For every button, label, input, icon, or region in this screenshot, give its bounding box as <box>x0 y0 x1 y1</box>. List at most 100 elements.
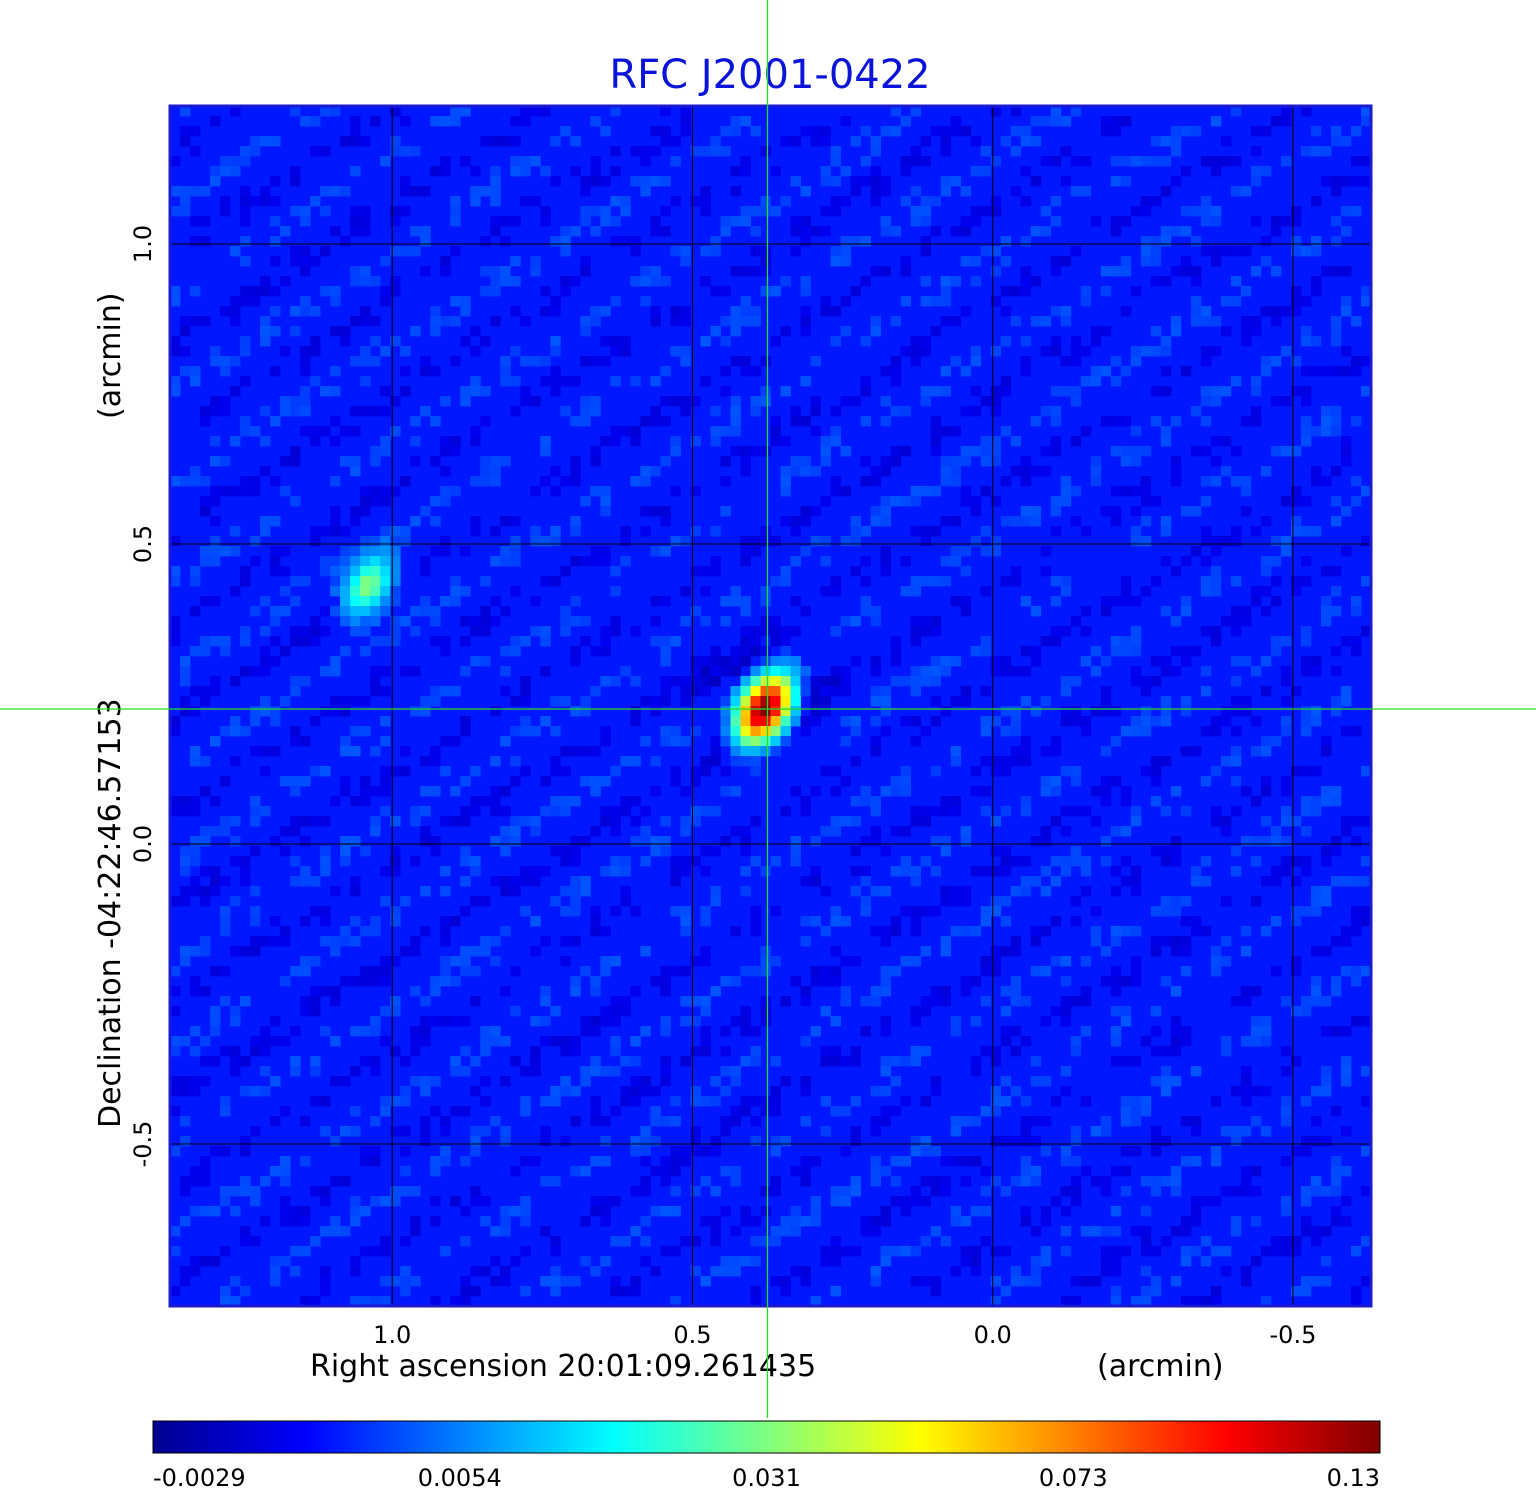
heatmap-pixel <box>500 136 511 147</box>
heatmap-pixel <box>380 666 391 677</box>
heatmap-pixel <box>1070 486 1082 497</box>
heatmap-pixel <box>800 1076 811 1087</box>
heatmap-pixel <box>1020 746 1032 757</box>
heatmap-pixel <box>1070 916 1082 927</box>
heatmap-pixel <box>1310 716 1322 727</box>
heatmap-pixel <box>970 166 982 177</box>
heatmap-pixel <box>220 486 231 497</box>
heatmap-pixel <box>1050 436 1062 447</box>
heatmap-pixel <box>370 1066 381 1077</box>
heatmap-pixel <box>1300 556 1312 567</box>
heatmap-pixel <box>590 306 601 317</box>
heatmap-pixel <box>470 966 481 977</box>
heatmap-pixel <box>710 136 721 147</box>
heatmap-pixel <box>710 756 721 767</box>
heatmap-pixel <box>1360 1236 1372 1247</box>
heatmap-pixel <box>680 536 691 547</box>
heatmap-pixel <box>380 546 391 557</box>
heatmap-pixel <box>600 216 611 227</box>
heatmap-pixel <box>600 356 611 367</box>
heatmap-pixel <box>610 1046 621 1057</box>
heatmap-pixel <box>1290 516 1302 527</box>
heatmap-pixel <box>1160 136 1172 147</box>
heatmap-pixel <box>880 1116 891 1127</box>
heatmap-pixel <box>1340 926 1352 937</box>
heatmap-pixel <box>980 446 992 457</box>
heatmap-pixel <box>200 316 211 327</box>
heatmap-pixel <box>510 136 521 147</box>
heatmap-pixel <box>700 1176 711 1187</box>
heatmap-pixel <box>170 536 181 547</box>
heatmap-pixel <box>520 1156 531 1167</box>
heatmap-pixel <box>790 1216 801 1227</box>
heatmap-pixel <box>440 166 451 177</box>
heatmap-pixel <box>510 826 521 837</box>
heatmap-pixel <box>220 776 231 787</box>
heatmap-pixel <box>1230 776 1242 787</box>
heatmap-pixel <box>630 426 641 437</box>
heatmap-pixel <box>1110 936 1122 947</box>
heatmap-pixel <box>390 856 401 867</box>
heatmap-pixel <box>180 1136 191 1147</box>
heatmap-pixel <box>1100 796 1112 807</box>
heatmap-pixel <box>960 256 972 267</box>
heatmap-pixel <box>1030 926 1042 937</box>
heatmap-pixel <box>1190 1066 1202 1077</box>
heatmap-pixel <box>730 666 741 677</box>
heatmap-pixel <box>290 1206 301 1217</box>
heatmap-pixel <box>1030 516 1042 527</box>
heatmap-pixel <box>1140 446 1152 457</box>
heatmap-pixel <box>1190 926 1202 937</box>
heatmap-pixel <box>850 1046 861 1057</box>
heatmap-pixel <box>600 626 611 637</box>
heatmap-pixel <box>270 216 281 227</box>
heatmap-pixel <box>310 346 321 357</box>
heatmap-pixel <box>1060 826 1072 837</box>
heatmap-pixel <box>180 346 191 357</box>
heatmap-pixel <box>790 406 801 417</box>
heatmap-pixel <box>340 976 351 987</box>
heatmap-pixel <box>350 726 361 737</box>
heatmap-pixel <box>830 1256 841 1267</box>
heatmap-pixel <box>220 1196 231 1207</box>
heatmap-pixel <box>1150 796 1162 807</box>
heatmap-pixel <box>470 1286 481 1297</box>
heatmap-pixel <box>810 716 821 727</box>
heatmap-pixel <box>550 766 561 777</box>
heatmap-pixel <box>760 286 771 297</box>
heatmap-pixel <box>330 606 341 617</box>
heatmap-pixel <box>1170 476 1182 487</box>
heatmap-pixel <box>170 156 181 167</box>
heatmap-pixel <box>1090 1176 1102 1187</box>
heatmap-pixel <box>830 206 841 217</box>
heatmap-pixel <box>510 1256 521 1267</box>
heatmap-pixel <box>1100 1116 1112 1127</box>
heatmap-pixel <box>290 596 301 607</box>
heatmap-pixel <box>760 866 771 877</box>
heatmap-pixel <box>340 526 351 537</box>
heatmap-pixel <box>730 686 741 697</box>
heatmap-pixel <box>860 276 871 287</box>
heatmap-pixel <box>970 1066 982 1077</box>
heatmap-pixel <box>920 276 932 287</box>
heatmap-pixel <box>1350 1016 1362 1027</box>
heatmap-pixel <box>1170 326 1182 337</box>
heatmap-pixel <box>540 936 551 947</box>
heatmap-pixel <box>1290 766 1302 777</box>
heatmap-pixel <box>730 826 741 837</box>
heatmap-pixel <box>310 146 321 157</box>
heatmap-pixel <box>1340 1216 1352 1227</box>
heatmap-pixel <box>840 256 851 267</box>
heatmap-pixel <box>710 326 721 337</box>
heatmap-pixel <box>880 696 891 707</box>
heatmap-pixel <box>430 616 441 627</box>
grid-lines <box>170 106 1371 1306</box>
heatmap-pixel <box>1000 336 1012 347</box>
heatmap-pixel <box>660 516 671 527</box>
heatmap-pixel <box>760 686 771 697</box>
heatmap-pixel <box>1050 526 1062 537</box>
heatmap-pixel <box>830 906 841 917</box>
heatmap-pixel <box>570 746 581 757</box>
heatmap-pixel <box>750 856 761 867</box>
heatmap-pixel <box>390 536 401 547</box>
